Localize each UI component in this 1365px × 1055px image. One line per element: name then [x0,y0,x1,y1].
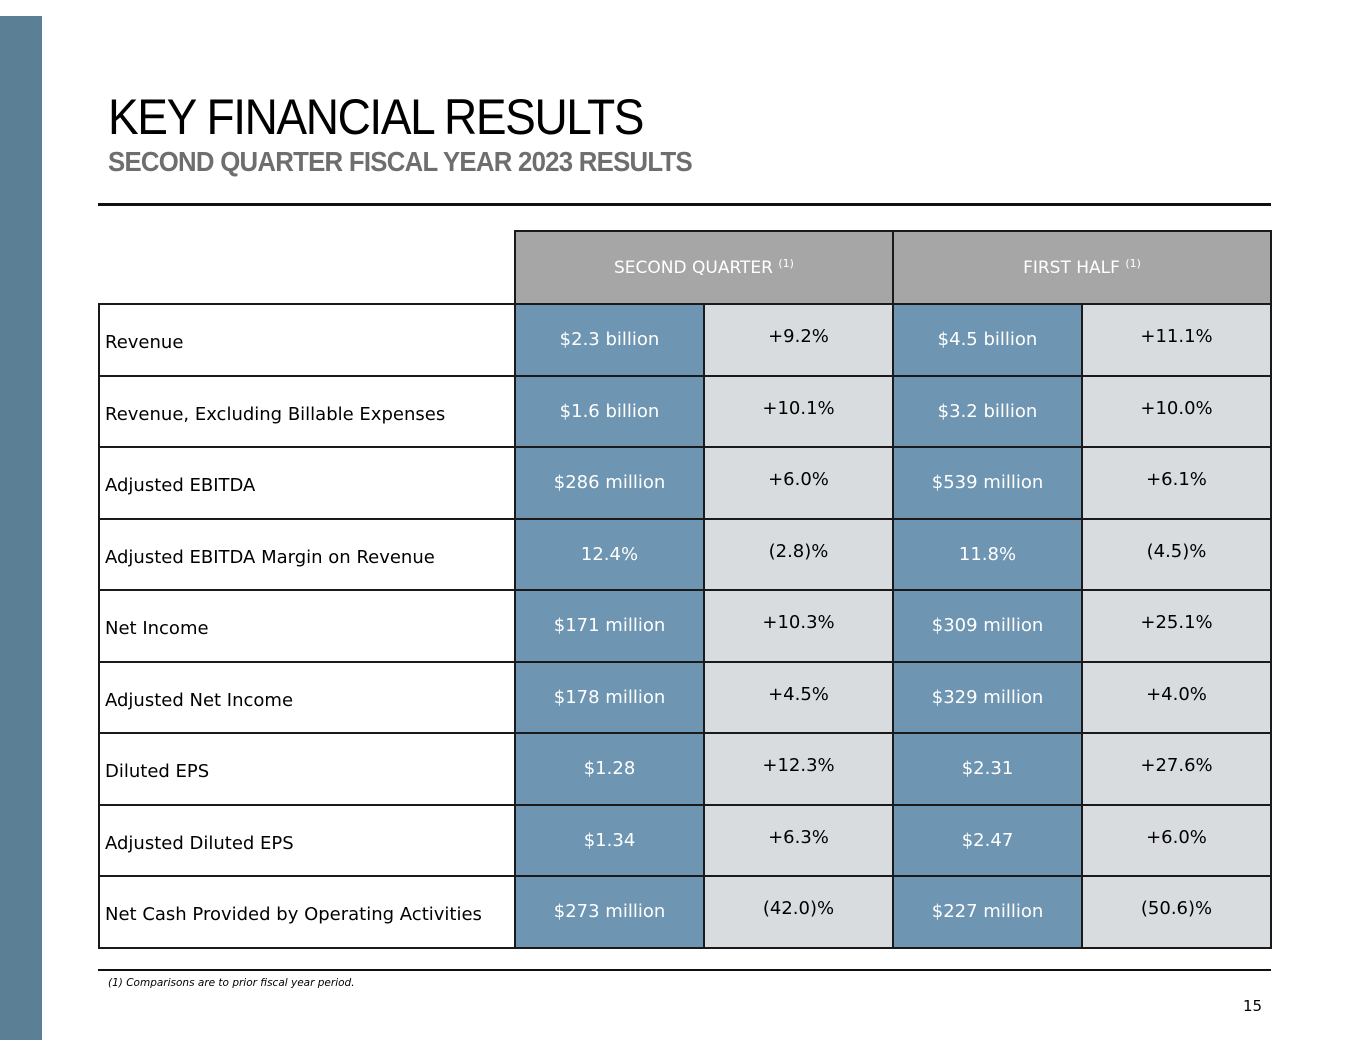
header-second-quarter-label: SECOND QUARTER [614,258,773,278]
header-divider [98,203,1271,206]
page-title: KEY FINANCIAL RESULTS [108,89,644,145]
table-row: Net Cash Provided by Operating Activitie… [98,875,1273,949]
page-number: 15 [1243,997,1263,1015]
first-half-change: (4.5)% [1080,517,1273,591]
second-quarter-change: +6.3% [703,803,894,877]
row-label: Revenue, Excluding Billable Expenses [98,374,516,448]
second-quarter-value: $1.6 billion [514,374,705,448]
first-half-change: +6.0% [1080,803,1273,877]
first-half-value: $309 million [892,589,1083,663]
footnote: (1) Comparisons are to prior fiscal year… [108,977,355,989]
first-half-change: +25.1% [1080,589,1273,663]
second-quarter-change: +10.3% [703,589,894,663]
first-half-change: +6.1% [1080,446,1273,520]
row-label: Adjusted EBITDA Margin on Revenue [98,517,516,591]
table-row: Adjusted EBITDA Margin on Revenue 12.4% (2… [98,517,1273,591]
row-label: Net Income [98,589,516,663]
row-label: Adjusted Net Income [98,660,516,734]
row-label: Adjusted Diluted EPS [98,803,516,877]
row-label: Adjusted EBITDA [98,446,516,520]
table-row: Revenue $2.3 billion +9.2% $4.5 billion +11.… [98,303,1273,377]
second-quarter-value: $273 million [514,875,705,949]
second-quarter-change: +12.3% [703,732,894,806]
first-half-change: +27.6% [1080,732,1273,806]
second-quarter-change: +10.1% [703,374,894,448]
second-quarter-value: 12.4% [514,517,705,591]
second-quarter-value: $2.3 billion [514,303,705,377]
first-half-value: $2.31 [892,732,1083,806]
second-quarter-change: +6.0% [703,446,894,520]
first-half-change: +4.0% [1080,660,1273,734]
first-half-change: (50.6)% [1080,875,1273,949]
row-label: Net Cash Provided by Operating Activitie… [98,875,516,949]
table-row: Adjusted Net Income $178 million +4.5% $329… [98,660,1273,734]
table-row: Diluted EPS $1.28 +12.3% $2.31 +27.6% [98,732,1273,806]
header-blank-cell [99,231,515,305]
header-second-quarter: SECOND QUARTER (1) [514,230,894,305]
first-half-value: $2.47 [892,803,1083,877]
sidebar-accent-bar [0,16,42,1040]
second-quarter-value: $178 million [514,660,705,734]
first-half-change: +10.0% [1080,374,1273,448]
header-second-quarter-note: (1) [778,257,794,270]
first-half-value: $539 million [892,446,1083,520]
second-quarter-change: +4.5% [703,660,894,734]
page-subtitle: SECOND QUARTER FISCAL YEAR 2023 RESULTS [108,146,693,177]
header-first-half-note: (1) [1125,257,1141,270]
second-quarter-change: +9.2% [703,303,894,377]
table-body: Revenue $2.3 billion +9.2% $4.5 billion +11.… [98,303,1273,949]
row-label: Diluted EPS [98,732,516,806]
second-quarter-value: $286 million [514,446,705,520]
row-label: Revenue [98,303,516,377]
first-half-value: $4.5 billion [892,303,1083,377]
table-row: Adjusted Diluted EPS $1.34 +6.3% $2.47 +6.0% [98,803,1273,877]
second-quarter-value: $1.28 [514,732,705,806]
second-quarter-value: $1.34 [514,803,705,877]
second-quarter-change: (2.8)% [703,517,894,591]
table-row: Net Income $171 million +10.3% $309 million… [98,589,1273,663]
second-quarter-value: $171 million [514,589,705,663]
first-half-value: 11.8% [892,517,1083,591]
table-header-row: SECOND QUARTER (1) FIRST HALF (1) [99,230,1273,305]
first-half-change: +11.1% [1080,303,1273,377]
footer-divider [98,969,1271,971]
first-half-value: $3.2 billion [892,374,1083,448]
financial-results-table: SECOND QUARTER (1) FIRST HALF (1) Revenu… [98,230,1273,949]
table-row: Adjusted EBITDA $286 million +6.0% $539 mil… [98,446,1273,520]
table-row: Revenue, Excluding Billable Expenses $1.6… [98,374,1273,448]
header-first-half: FIRST HALF (1) [891,230,1273,305]
second-quarter-change: (42.0)% [703,875,894,949]
first-half-value: $329 million [892,660,1083,734]
header-first-half-label: FIRST HALF [1023,258,1120,278]
first-half-value: $227 million [892,875,1083,949]
